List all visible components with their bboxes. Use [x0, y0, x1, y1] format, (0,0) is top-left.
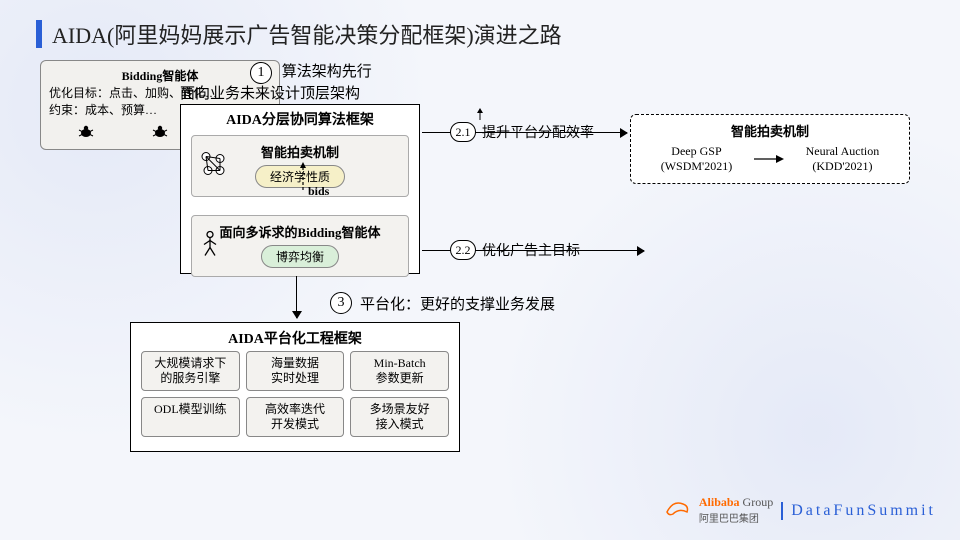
aida-bot-header: AIDA平台化工程框架: [131, 323, 459, 351]
title-accent-bar: [36, 20, 42, 48]
network-icon: [200, 151, 226, 182]
step1-label: 1 算法架构先行: [250, 60, 372, 84]
aida-top-header: AIDA分层协同算法框架: [181, 105, 419, 133]
alibaba-en: Alibaba: [699, 495, 740, 509]
branch-2-2: 2.2 优化广告主目标: [450, 240, 580, 260]
step3-num: 3: [330, 292, 352, 314]
deep-gsp-venue: (WSDM'2021): [661, 159, 733, 174]
alibaba-logo-icon: [665, 498, 691, 523]
bidding-subbox-title: 面向多诉求的Bidding智能体: [196, 222, 404, 241]
bidding-uparrow: [475, 108, 485, 120]
step3-text: 平台化：更好的支撑业务发展: [360, 293, 555, 314]
platform-cell: ODL模型训练: [141, 397, 240, 437]
bidding-agent-subbox: 面向多诉求的Bidding智能体 博弈均衡: [191, 215, 409, 277]
agent-icon: [77, 124, 95, 144]
person-icon: [202, 231, 218, 262]
platform-grid: 大规模请求下的服务引擎 海量数据实时处理 Min-Batch参数更新 ODL模型…: [131, 351, 459, 445]
auction-items: Deep GSP (WSDM'2021) Neural Auction (KDD…: [639, 144, 901, 174]
platform-cell: Min-Batch参数更新: [350, 351, 449, 391]
auction-detail-header: 智能拍卖机制: [639, 121, 901, 140]
alibaba-text: Alibaba Group 阿里巴巴集团: [699, 495, 773, 526]
aida-platform-framework-box: AIDA平台化工程框架 大规模请求下的服务引擎 海量数据实时处理 Min-Bat…: [130, 322, 460, 452]
agent-icon: [151, 124, 169, 144]
branch-2-1: 2.1 提升平台分配效率: [450, 122, 594, 142]
neural-auction-cell: Neural Auction (KDD'2021): [806, 144, 880, 174]
footer: Alibaba Group 阿里巴巴集团 DataFunSummit: [665, 495, 936, 526]
branch-2-2-num: 2.2: [450, 240, 476, 260]
step1-num: 1: [250, 62, 272, 84]
auction-detail-box: 智能拍卖机制 Deep GSP (WSDM'2021) Neural Aucti…: [630, 114, 910, 184]
arrow-step3: [296, 276, 297, 318]
auction-subbox-title: 智能拍卖机制: [196, 142, 404, 161]
step1-text: 算法架构先行: [282, 64, 372, 80]
bids-label: bids: [308, 184, 329, 199]
branch-2-2-text: 优化广告主目标: [482, 240, 580, 260]
alibaba-group: Group: [743, 495, 774, 509]
branch-2-1-num: 2.1: [450, 122, 476, 142]
deep-gsp-cell: Deep GSP (WSDM'2021): [661, 144, 733, 174]
slide-title-wrap: AIDA(阿里妈妈展示广告智能决策分配框架)演进之路: [36, 18, 562, 50]
step1-subtitle: 面向业务未来设计顶层架构: [180, 82, 360, 103]
platform-cell: 海量数据实时处理: [246, 351, 345, 391]
alibaba-cn: 阿里巴巴集团: [699, 514, 759, 525]
platform-cell: 高效率迭代开发模式: [246, 397, 345, 437]
deep-gsp-title: Deep GSP: [661, 144, 733, 159]
platform-cell: 大规模请求下的服务引擎: [141, 351, 240, 391]
diagram-canvas: 1 算法架构先行 面向业务未来设计顶层架构 AIDA分层协同算法框架 智能拍卖机…: [40, 60, 920, 500]
step3-label: 3 平台化：更好的支撑业务发展: [330, 292, 555, 314]
neural-auction-title: Neural Auction: [806, 144, 880, 159]
bids-arrow: [298, 162, 308, 192]
neural-auction-venue: (KDD'2021): [806, 159, 880, 174]
footer-divider: [781, 502, 783, 520]
platform-cell: 多场景友好接入模式: [350, 397, 449, 437]
datafunsummit-text: DataFunSummit: [791, 502, 936, 520]
slide-title: AIDA(阿里妈妈展示广告智能决策分配框架)演进之路: [52, 18, 562, 50]
auction-inner-arrow: [754, 153, 784, 165]
branch-2-1-text: 提升平台分配效率: [482, 122, 594, 142]
game-theory-pill: 博弈均衡: [261, 245, 339, 268]
